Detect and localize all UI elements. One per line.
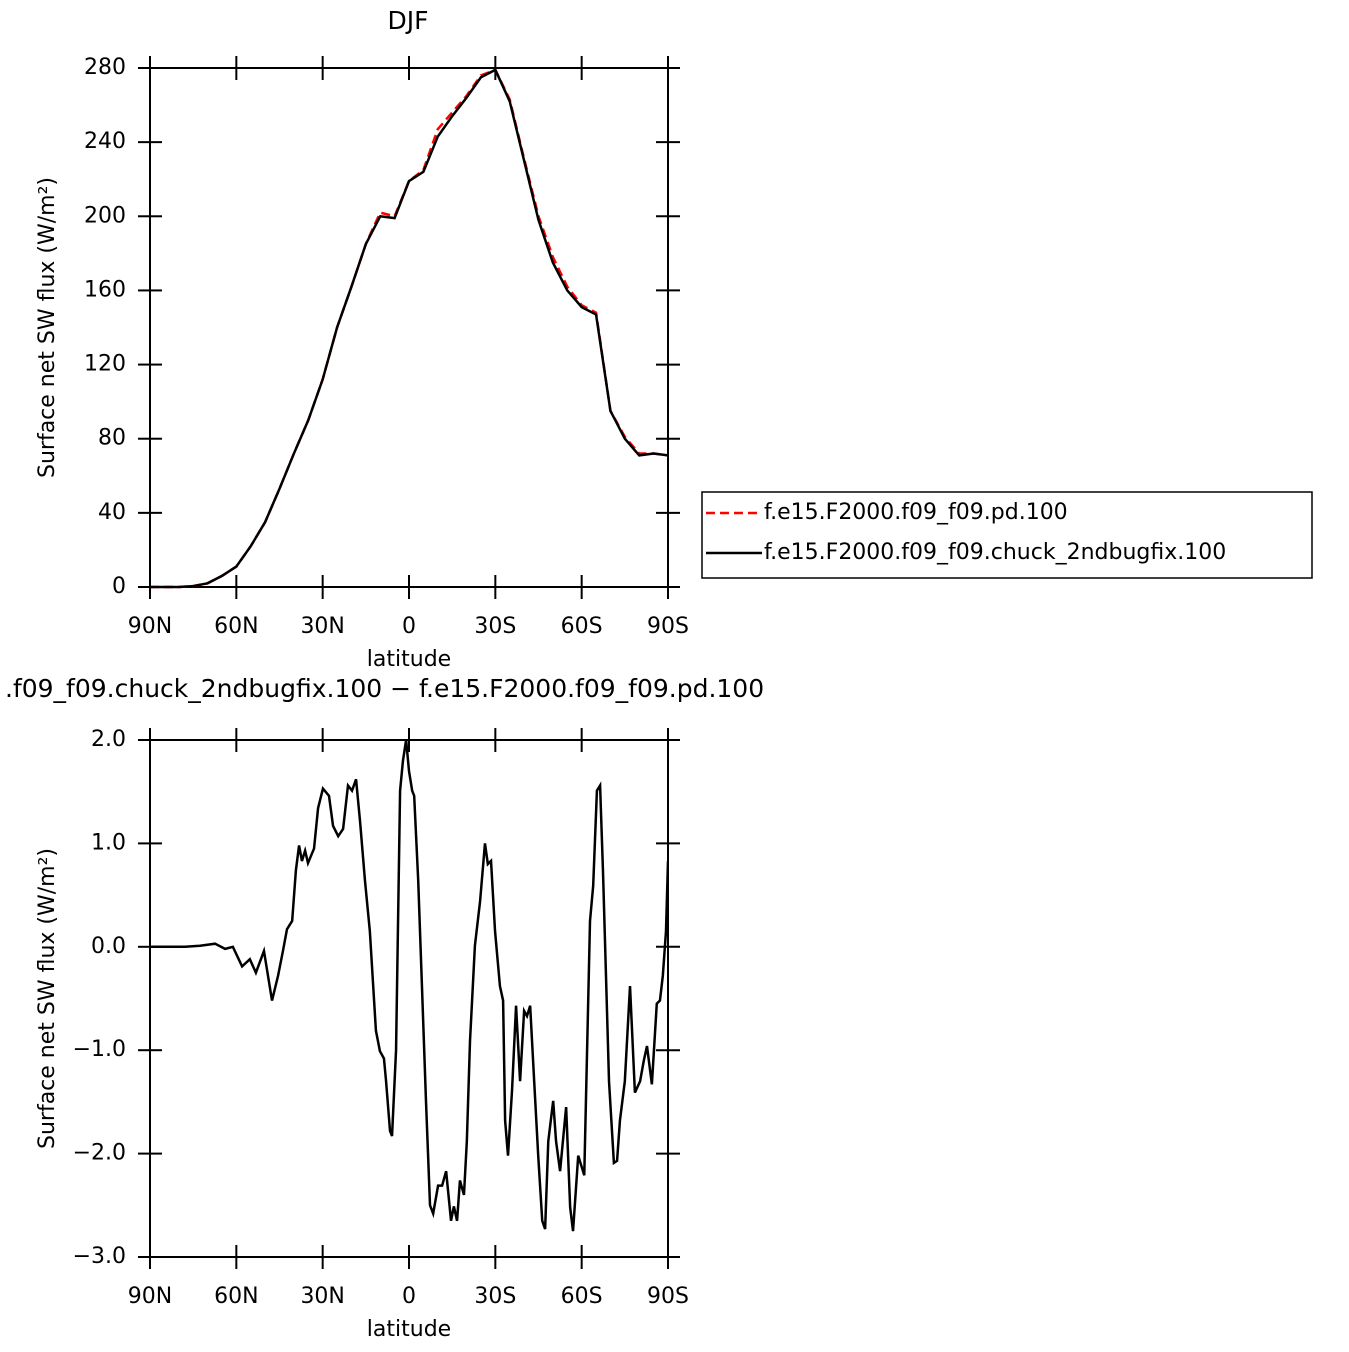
chart-title: DJF: [387, 6, 428, 35]
legend-label: f.e15.F2000.f09_f09.chuck_2ndbugfix.100: [764, 540, 1226, 565]
y-tick-label: −2.0: [73, 1141, 126, 1166]
chart-title: .f09_f09.chuck_2ndbugfix.100 − f.e15.F20…: [5, 674, 764, 703]
data-line: [150, 739, 668, 1232]
y-tick-label: 280: [84, 55, 126, 80]
y-tick-label: 0: [112, 574, 126, 599]
y-tick-label: 240: [84, 129, 126, 154]
x-tick-label: 90N: [128, 614, 172, 639]
data-line: [150, 68, 668, 589]
y-tick-label: −3.0: [73, 1244, 126, 1269]
x-tick-label: 90S: [647, 1284, 689, 1309]
x-tick-label: 90S: [647, 614, 689, 639]
y-tick-label: 2.0: [91, 727, 126, 752]
y-tick-label: 1.0: [91, 830, 126, 855]
y-tick-label: 80: [98, 426, 126, 451]
y-tick-label: 40: [98, 500, 126, 525]
plot-frame: [149, 67, 669, 588]
x-axis-label: latitude: [367, 647, 451, 672]
x-axis-label: latitude: [367, 1317, 451, 1342]
x-tick-label: 30N: [300, 614, 344, 639]
x-tick-label: 0: [402, 614, 416, 639]
y-tick-label: −1.0: [73, 1037, 126, 1062]
x-tick-label: 90N: [128, 1284, 172, 1309]
x-tick-label: 60S: [561, 614, 603, 639]
legend-label: f.e15.F2000.f09_f09.pd.100: [764, 500, 1068, 525]
y-tick-label: 0.0: [91, 934, 126, 959]
data-line: [150, 68, 668, 589]
x-tick-label: 60N: [214, 1284, 258, 1309]
plot-frame: [149, 739, 669, 1258]
x-tick-label: 30N: [300, 1284, 344, 1309]
x-tick-label: 60N: [214, 614, 258, 639]
y-tick-label: 160: [84, 277, 126, 302]
x-tick-label: 0: [402, 1284, 416, 1309]
x-tick-label: 30S: [474, 614, 516, 639]
x-tick-label: 30S: [474, 1284, 516, 1309]
x-tick-label: 60S: [561, 1284, 603, 1309]
legend-box: [701, 491, 1313, 579]
y-axis-label: Surface net SW flux (W/m²): [35, 848, 60, 1149]
y-tick-label: 120: [84, 352, 126, 377]
y-axis-label: Surface net SW flux (W/m²): [35, 177, 60, 478]
y-tick-label: 200: [84, 203, 126, 228]
